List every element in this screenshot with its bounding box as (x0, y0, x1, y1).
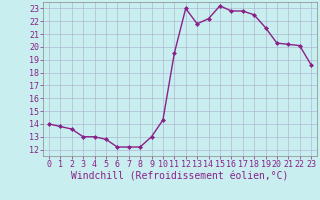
X-axis label: Windchill (Refroidissement éolien,°C): Windchill (Refroidissement éolien,°C) (71, 172, 289, 182)
